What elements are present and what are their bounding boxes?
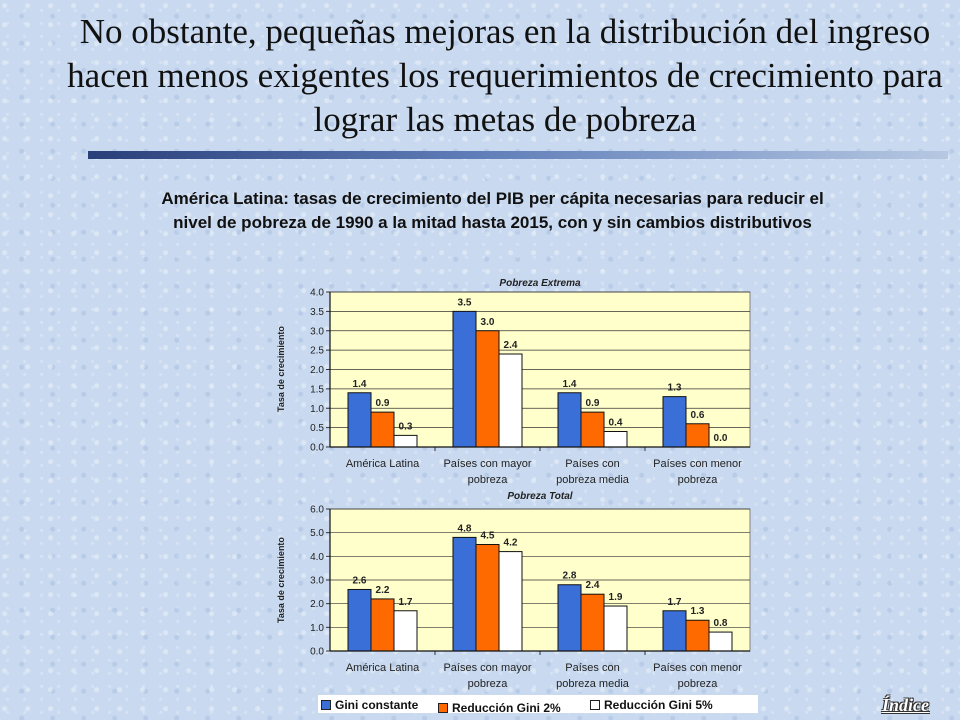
data-label: 2.4 xyxy=(504,340,518,351)
data-label: 0.3 xyxy=(399,421,413,432)
x-tick-label: pobreza xyxy=(468,474,509,486)
y-tick-label: 3.0 xyxy=(310,576,324,587)
data-label: 1.4 xyxy=(353,379,367,390)
slide-title: No obstante, pequeñas mejoras en la dist… xyxy=(67,12,943,139)
data-label: 3.0 xyxy=(481,317,495,328)
bar xyxy=(685,423,710,448)
y-tick-label: 4.0 xyxy=(310,288,324,299)
data-label: 3.5 xyxy=(458,297,472,308)
y-tick-label: 2.0 xyxy=(310,599,324,610)
y-tick-label: 2.0 xyxy=(310,365,324,376)
data-label: 0.9 xyxy=(586,398,600,409)
bar xyxy=(557,584,582,652)
x-tick-label: Países con mayor xyxy=(443,458,531,470)
bar xyxy=(498,353,523,448)
data-label: 4.8 xyxy=(458,523,472,534)
legend-label: Reducción Gini 2% xyxy=(452,701,561,715)
data-label: 2.6 xyxy=(353,575,367,586)
data-label: 2.4 xyxy=(586,580,600,591)
bar xyxy=(452,310,477,448)
data-label: 1.9 xyxy=(609,592,623,603)
y-tick-label: 3.5 xyxy=(310,307,324,318)
legend-swatch-gini-constante xyxy=(321,700,331,710)
data-label: 1.3 xyxy=(691,606,705,617)
bar xyxy=(370,411,395,448)
y-tick-label: 0.0 xyxy=(310,443,324,454)
data-label: 0.0 xyxy=(714,433,728,444)
bar xyxy=(393,434,418,448)
x-tick-label: Países con menor xyxy=(653,458,742,470)
legend-item-reduccion-5: Reducción Gini 5% xyxy=(590,698,713,712)
data-label: 0.9 xyxy=(376,398,390,409)
legend-swatch-reduccion-5 xyxy=(590,700,600,710)
bar xyxy=(662,610,687,652)
data-label: 2.2 xyxy=(376,585,390,596)
x-tick-label: Países con xyxy=(565,458,619,470)
legend: Gini constante Reducción Gini 2% Reducci… xyxy=(318,695,758,715)
chart-title: Pobreza Extrema xyxy=(499,278,581,289)
y-tick-label: 1.0 xyxy=(310,404,324,415)
bar xyxy=(557,392,582,448)
data-label: 1.4 xyxy=(563,379,577,390)
x-tick-label: Países con menor xyxy=(653,662,742,674)
legend-item-gini-constante: Gini constante xyxy=(321,698,418,712)
data-label: 0.8 xyxy=(714,618,728,629)
data-label: 4.5 xyxy=(481,531,495,542)
data-label: 2.8 xyxy=(563,571,577,582)
bar xyxy=(580,593,605,652)
y-tick-label: 1.5 xyxy=(310,384,324,395)
y-axis-label: Tasa de crecimiento xyxy=(276,326,286,412)
legend-item-reduccion-2: Reducción Gini 2% xyxy=(438,701,561,715)
y-tick-label: 0.5 xyxy=(310,423,324,434)
bar xyxy=(580,411,605,448)
data-label: 4.2 xyxy=(504,538,518,549)
bar xyxy=(708,631,733,652)
y-tick-label: 5.0 xyxy=(310,528,324,539)
bar xyxy=(603,605,628,652)
bar xyxy=(452,536,477,652)
bar xyxy=(347,392,372,448)
bar xyxy=(662,396,687,448)
x-tick-label: pobreza xyxy=(678,474,719,486)
legend-label: Gini constante xyxy=(335,698,419,712)
data-label: 0.6 xyxy=(691,410,705,421)
y-tick-label: 2.5 xyxy=(310,346,324,357)
chart-subtitle: América Latina: tasas de crecimiento del… xyxy=(161,189,824,232)
bar xyxy=(498,551,523,652)
x-tick-label: América Latina xyxy=(346,662,420,674)
y-axis-label: Tasa de crecimiento xyxy=(276,537,286,623)
bar xyxy=(475,544,500,652)
data-label: 1.7 xyxy=(668,597,682,608)
x-tick-label: Países con xyxy=(565,662,619,674)
y-tick-label: 4.0 xyxy=(310,552,324,563)
y-tick-label: 0.0 xyxy=(310,647,324,658)
y-tick-label: 1.0 xyxy=(310,623,324,634)
bar xyxy=(393,610,418,652)
legend-label: Reducción Gini 5% xyxy=(604,698,713,712)
y-tick-label: 6.0 xyxy=(310,505,324,516)
data-label: 1.3 xyxy=(668,383,682,394)
x-tick-label: pobreza media xyxy=(556,678,630,690)
x-tick-label: Países con mayor xyxy=(443,662,531,674)
bar xyxy=(685,619,710,652)
data-label: 0.4 xyxy=(609,418,623,429)
x-tick-label: pobreza xyxy=(678,678,719,690)
legend-swatch-reduccion-2 xyxy=(438,703,448,713)
title-underline xyxy=(88,151,948,159)
index-link[interactable]: Índice xyxy=(882,695,929,715)
x-tick-label: pobreza xyxy=(468,678,509,690)
chart-title: Pobreza Total xyxy=(507,491,572,502)
x-tick-label: América Latina xyxy=(346,458,420,470)
bar xyxy=(603,431,628,448)
bar xyxy=(475,330,500,448)
y-tick-label: 3.0 xyxy=(310,326,324,337)
bar xyxy=(347,588,372,652)
x-tick-label: pobreza media xyxy=(556,474,630,486)
data-label: 1.7 xyxy=(399,597,413,608)
bar xyxy=(370,598,395,652)
